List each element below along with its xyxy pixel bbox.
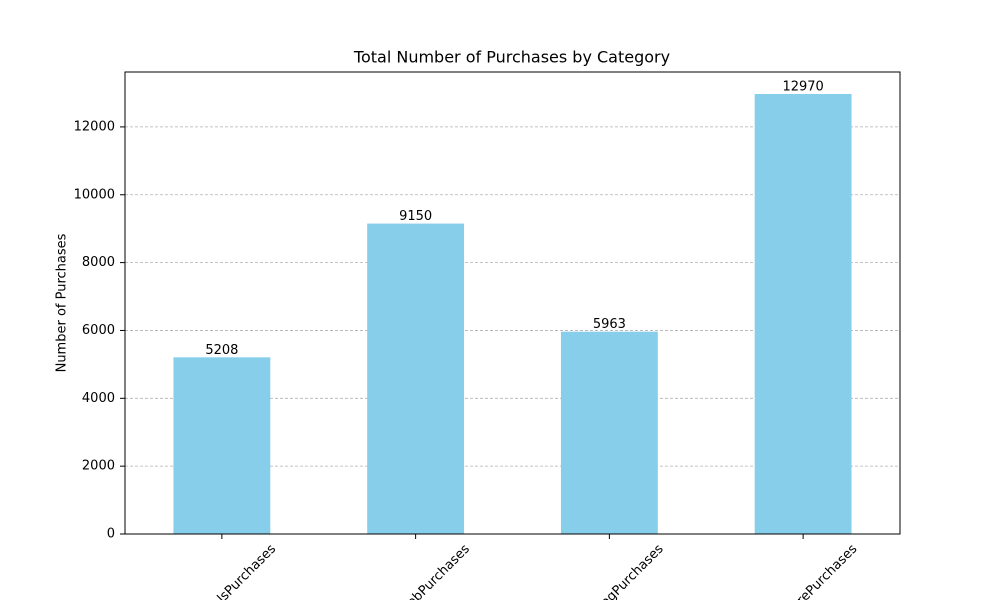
value-label: 5208 xyxy=(205,343,238,358)
y-tick-label: 12000 xyxy=(74,119,115,134)
x-tick-label: NumDealsPurchases xyxy=(175,542,280,600)
plot-frame xyxy=(124,71,901,535)
x-tick-label: NumWebPurchases xyxy=(374,542,473,600)
chart-title: Total Number of Purchases by Category xyxy=(353,48,670,67)
bar xyxy=(754,94,852,534)
y-tick-label: 2000 xyxy=(82,459,115,474)
value-label: 9150 xyxy=(399,209,432,224)
y-tick-label: 4000 xyxy=(82,391,115,406)
y-tick-label: 6000 xyxy=(82,323,115,338)
y-tick-label: 8000 xyxy=(82,255,115,270)
y-tick-label: 0 xyxy=(107,527,115,542)
x-tick-label: NumCatalogPurchases xyxy=(553,542,667,600)
y-tick-label: 10000 xyxy=(74,187,115,202)
bar xyxy=(173,357,271,534)
value-label: 12970 xyxy=(782,80,823,95)
x-tick-label: NumStorePurchases xyxy=(757,542,860,600)
y-axis-label: Number of Purchases xyxy=(55,233,70,372)
value-label: 5963 xyxy=(593,317,626,332)
bar xyxy=(367,223,465,534)
bar xyxy=(560,331,658,534)
